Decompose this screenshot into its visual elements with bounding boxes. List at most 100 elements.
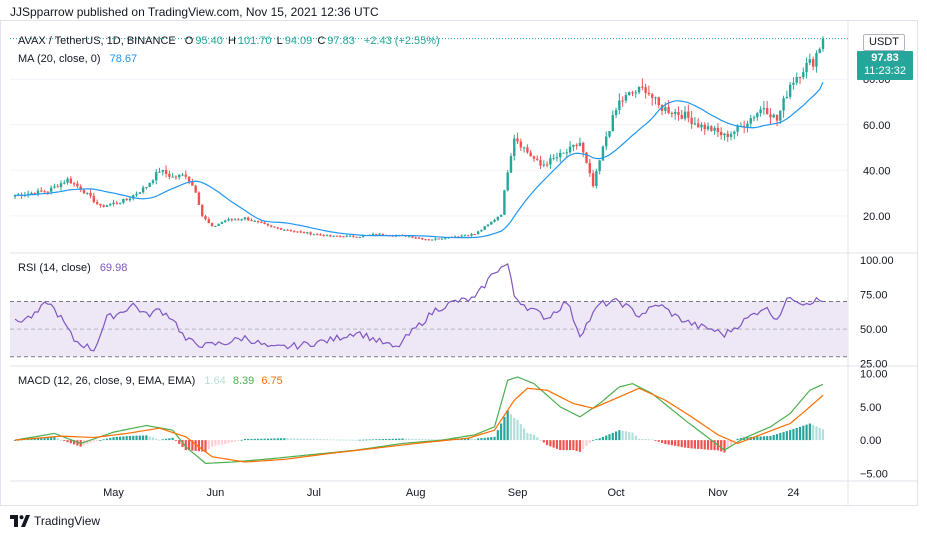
candle-body — [174, 176, 178, 178]
candle-body — [109, 203, 112, 206]
macd-histogram-bar — [729, 440, 733, 446]
macd-histogram-bar — [352, 439, 355, 441]
candle-body — [628, 92, 631, 95]
candle-body — [289, 230, 293, 232]
macd-histogram-bar — [86, 440, 89, 445]
candle-body — [608, 131, 611, 137]
candle-body — [220, 222, 224, 224]
macd-histogram-bar — [798, 426, 802, 441]
candle-body — [437, 238, 440, 240]
macd-histogram-bar — [197, 440, 201, 452]
macd-histogram-bar — [769, 435, 772, 441]
high-value: 101.70 — [237, 35, 272, 47]
candle-body — [309, 232, 312, 235]
candle-body — [746, 123, 749, 128]
candle-body — [132, 195, 135, 199]
low-label: L — [276, 35, 283, 47]
macd-histogram-bar — [641, 438, 644, 441]
candle-body — [493, 219, 496, 222]
candle-body — [36, 190, 40, 195]
candle-body — [276, 227, 279, 229]
candle-body — [710, 126, 713, 131]
candle-body — [624, 94, 628, 101]
macd-histogram-bar — [532, 434, 536, 441]
macd-histogram-bar — [191, 440, 194, 451]
macd-histogram-bar — [575, 440, 578, 451]
macd-histogram-bar — [266, 438, 270, 441]
last-price-badge: 97.83 11:23:32 — [857, 51, 913, 80]
candle-body — [614, 110, 618, 116]
macd-histogram-bar — [404, 438, 407, 441]
price-legend: AVAX / TetherUS, 1D, BINANCE O 95.40 H 101… — [18, 35, 442, 47]
candle-body — [312, 234, 316, 236]
macd-histogram-bar — [335, 439, 338, 441]
rsi-label: RSI (14, close) — [18, 262, 91, 274]
candle-body — [204, 216, 207, 220]
macd-histogram-bar — [591, 439, 595, 441]
macd-histogram-bar — [766, 436, 769, 441]
candle-body — [358, 236, 362, 238]
macd-histogram-bar — [723, 440, 726, 453]
candle-body — [733, 131, 736, 134]
macd-histogram-bar — [667, 440, 670, 445]
macd-histogram-bar — [795, 427, 798, 441]
candle-body — [322, 235, 325, 237]
candle-body — [572, 144, 575, 147]
macd-histogram-bar — [506, 410, 509, 441]
candle-body — [112, 202, 115, 204]
macd-histogram-bar — [187, 440, 191, 451]
macd-histogram-bar — [818, 427, 821, 441]
macd-histogram-bar — [316, 439, 319, 441]
macd-histogram-bar — [657, 440, 660, 442]
macd-histogram-bar — [270, 438, 273, 441]
macd-histogram-bar — [112, 437, 115, 441]
candle-body — [187, 176, 191, 182]
footer: TradingView — [10, 514, 100, 528]
candle-body — [434, 238, 437, 240]
last-price-value: 97.83 — [871, 52, 899, 64]
candle-body — [283, 229, 286, 231]
currency-selector[interactable]: USDT — [863, 34, 905, 51]
candle-body — [371, 233, 375, 235]
macd-histogram-bar — [480, 438, 483, 441]
candle-body — [181, 174, 184, 176]
chart-border — [0, 20, 918, 506]
candle-body — [664, 107, 667, 111]
candle-body — [460, 235, 463, 237]
candle-body — [158, 171, 161, 173]
macd-histogram-bar — [119, 436, 122, 441]
macd-histogram-bar — [674, 440, 677, 446]
macd-histogram-bar — [381, 439, 384, 441]
candle-body — [542, 164, 546, 166]
macd-histogram-bar — [273, 438, 276, 441]
macd-signal-value: 6.75 — [261, 375, 283, 387]
candle-body — [86, 192, 89, 194]
macd-histogram-bar — [605, 435, 608, 441]
candle-body — [582, 142, 585, 153]
macd-histogram-bar — [549, 440, 552, 447]
candle-body — [207, 219, 210, 224]
candle-body — [680, 115, 683, 119]
candle-body — [752, 117, 756, 119]
candle-body — [591, 173, 595, 187]
candle-body — [795, 77, 798, 83]
candle-body — [59, 183, 63, 188]
candle-body — [496, 216, 500, 220]
candle-body — [315, 234, 319, 236]
macd-histogram-bar — [355, 439, 358, 441]
macd-histogram-bar — [201, 440, 204, 452]
time-tick-label: Jun — [206, 487, 224, 499]
candle-body — [263, 222, 266, 225]
candle-body — [453, 236, 457, 238]
candle-body — [266, 224, 270, 226]
candle-body — [168, 173, 171, 177]
candle-body — [89, 192, 92, 196]
macd-histogram-bar — [105, 438, 109, 441]
candle-body — [30, 193, 33, 195]
candle-body — [805, 62, 808, 73]
brand-name: TradingView — [34, 514, 101, 528]
macd-histogram-bar — [644, 439, 647, 441]
candle-body — [201, 204, 204, 217]
